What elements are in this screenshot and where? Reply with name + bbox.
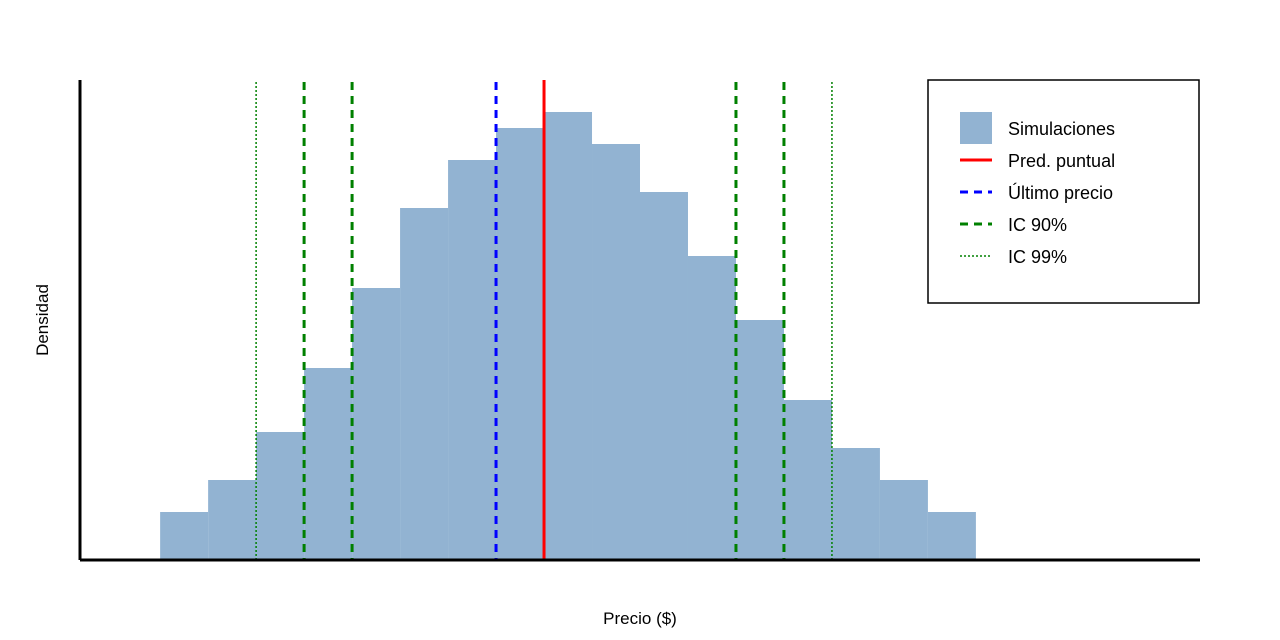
legend-label-3: IC 90% — [1008, 215, 1067, 235]
legend-entries: Simulaciones Pred. puntual Último precio IC… — [960, 112, 1115, 267]
reference-lines — [255, 80, 833, 560]
legend-label-4: IC 99% — [1008, 247, 1067, 267]
histogram-bar-9 — [592, 144, 640, 560]
histogram-bar-5 — [400, 208, 449, 560]
histogram-bar-12 — [735, 320, 784, 560]
histogram-bar-10 — [640, 192, 688, 560]
histogram-bar-7 — [496, 128, 545, 560]
legend-marker-0 — [960, 112, 992, 144]
legend-label-0: Simulaciones — [1008, 119, 1115, 139]
histogram-bar-3 — [304, 368, 353, 560]
legend-label-1: Pred. puntual — [1008, 151, 1115, 171]
legend-label-2: Último precio — [1008, 182, 1113, 203]
histogram-bar-13 — [783, 400, 832, 560]
histogram-bar-14 — [831, 448, 880, 560]
legend: Simulaciones Pred. puntual Último precio IC… — [927, 79, 1200, 304]
histogram-bar-11 — [687, 256, 736, 560]
histogram-bar-15 — [879, 480, 928, 560]
histogram-bar-1 — [208, 480, 257, 560]
y-axis-label: Densidad — [33, 284, 52, 356]
histogram-bar-2 — [256, 432, 305, 560]
x-axis-label: Precio ($) — [603, 609, 677, 628]
histogram-bar-4 — [352, 288, 401, 560]
histogram-bar-6 — [448, 160, 497, 560]
histogram-bar-0 — [160, 512, 209, 560]
histogram-bar-16 — [927, 512, 976, 560]
histogram-bar-8 — [544, 112, 593, 560]
histogram-bars — [160, 112, 976, 560]
